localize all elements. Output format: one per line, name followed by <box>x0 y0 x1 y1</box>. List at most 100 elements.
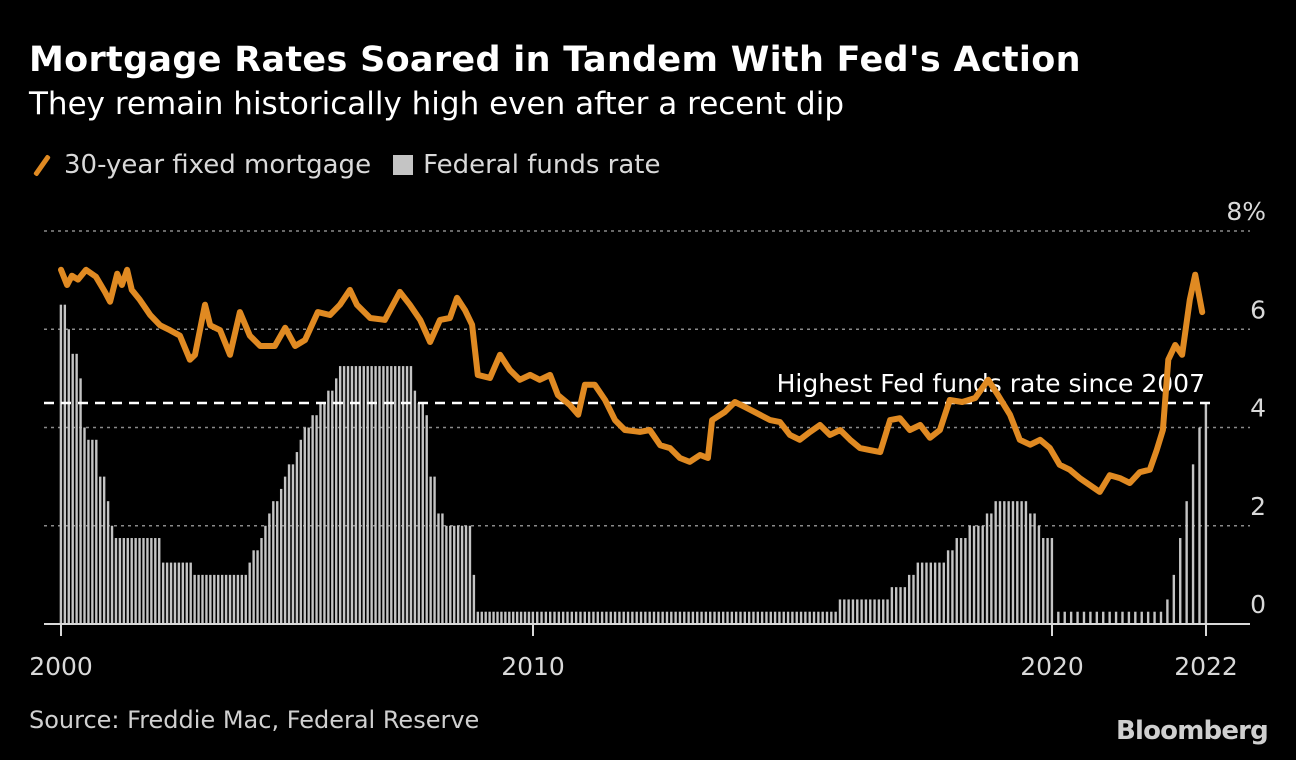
fed-funds-bar <box>323 402 326 624</box>
fed-funds-bar <box>1172 574 1176 624</box>
fed-funds-bar <box>1191 464 1195 624</box>
fed-funds-bar <box>315 415 318 624</box>
axes <box>44 623 1250 636</box>
fed-funds-bar <box>838 599 842 624</box>
fed-funds-bar <box>209 574 212 624</box>
fed-funds-bar <box>899 587 902 624</box>
fed-funds-bar <box>574 611 578 624</box>
fed-funds-bar <box>220 574 224 624</box>
fed-funds-bar <box>417 402 421 624</box>
fed-funds-bar <box>713 611 716 624</box>
fed-funds-bar <box>972 525 976 624</box>
fed-funds-bar <box>531 611 535 624</box>
fed-funds-bar <box>540 611 543 624</box>
fed-funds-bar <box>1024 501 1028 624</box>
fed-funds-bar <box>354 366 358 624</box>
fed-funds-bar <box>504 611 507 624</box>
fed-funds-bar <box>146 538 149 624</box>
fed-funds-bar <box>1011 501 1015 624</box>
fed-funds-bar <box>1108 611 1111 624</box>
fed-funds-bar <box>102 476 106 624</box>
fed-funds-bar <box>843 599 846 624</box>
fed-funds-bar <box>869 599 872 624</box>
fed-funds-bar <box>397 366 401 624</box>
fed-funds-bar <box>674 611 677 624</box>
fed-funds-bar <box>248 562 251 624</box>
fed-funds-bar <box>618 611 621 624</box>
fed-funds-bar <box>268 513 271 624</box>
fed-funds-bar <box>299 439 303 624</box>
y-tick-label: 4 <box>1250 394 1266 423</box>
fed-funds-bar <box>739 611 742 624</box>
fed-funds-bar <box>536 611 539 624</box>
fed-funds-bar <box>799 611 803 624</box>
fed-funds-bar <box>429 476 432 624</box>
x-tick-label: 2020 <box>1020 652 1084 681</box>
fed-funds-bar <box>401 366 405 624</box>
fed-funds-bar <box>193 574 196 624</box>
fed-funds-bar <box>825 611 829 624</box>
fed-funds-bar <box>696 611 699 624</box>
fed-funds-bar <box>79 378 82 624</box>
fed-funds-bar <box>557 611 561 624</box>
fed-funds-bars <box>59 304 1208 624</box>
fed-funds-bar <box>441 513 444 624</box>
fed-funds-bar <box>1020 501 1023 624</box>
fed-funds-bar <box>1069 611 1073 624</box>
fed-funds-bar <box>700 611 703 624</box>
fed-funds-bar <box>882 599 885 624</box>
fed-funds-bar <box>1114 611 1118 624</box>
x-tick-labels: 2000 2010 2020 2022 <box>29 652 1238 681</box>
fed-funds-bar <box>1042 538 1045 624</box>
fed-funds-bar <box>722 611 725 624</box>
fed-funds-bar <box>189 562 192 624</box>
fed-funds-bar <box>1095 611 1099 624</box>
x-tick-label: 2010 <box>501 652 565 681</box>
fed-funds-bar <box>1016 501 1019 624</box>
fed-funds-bar <box>1029 513 1032 624</box>
fed-funds-bar <box>1185 501 1188 624</box>
fed-funds-bar <box>691 611 695 624</box>
fed-funds-bar <box>460 525 464 624</box>
fed-funds-bar <box>938 562 941 624</box>
fed-funds-bar <box>609 611 612 624</box>
fed-funds-bar <box>1089 611 1092 624</box>
fed-funds-bar <box>256 550 259 624</box>
fed-funds-bar <box>87 439 90 624</box>
fed-funds-bar <box>730 611 734 624</box>
fed-funds-bar <box>161 562 165 624</box>
fed-funds-bar <box>765 611 768 624</box>
y-tick-label: 0 <box>1250 590 1266 619</box>
fed-funds-bar <box>106 501 110 624</box>
fed-funds-bar <box>877 599 881 624</box>
fed-funds-bar <box>817 611 820 624</box>
fed-funds-bar <box>508 611 511 624</box>
fed-funds-bar <box>635 611 638 624</box>
fed-funds-bar <box>709 611 712 624</box>
fed-funds-bar <box>480 611 483 624</box>
fed-funds-bar <box>358 366 362 624</box>
fed-funds-bar <box>232 574 236 624</box>
fed-funds-bar <box>295 452 299 624</box>
fed-funds-bar <box>91 439 94 624</box>
fed-funds-bar <box>1140 611 1143 624</box>
fed-funds-bar <box>456 525 460 624</box>
fed-funds-bar <box>786 611 790 624</box>
fed-funds-bar <box>378 366 381 624</box>
fed-funds-bar <box>587 611 591 624</box>
fed-funds-bar <box>276 501 279 624</box>
fed-funds-bar <box>319 402 322 624</box>
fed-funds-bar <box>181 562 185 624</box>
fed-funds-bar <box>390 366 393 624</box>
fed-funds-bar <box>678 611 682 624</box>
legend-item-mortgage: 30-year fixed mortgage <box>30 150 371 180</box>
fed-funds-bar <box>350 366 354 624</box>
fed-funds-bar <box>665 611 669 624</box>
fed-funds-bar <box>464 525 468 624</box>
fed-funds-bar <box>933 562 937 624</box>
fed-funds-bar <box>370 366 373 624</box>
fed-funds-bar <box>142 538 145 624</box>
fed-funds-bar <box>925 562 928 624</box>
fed-funds-bar <box>756 611 759 624</box>
fed-funds-bar <box>864 599 868 624</box>
